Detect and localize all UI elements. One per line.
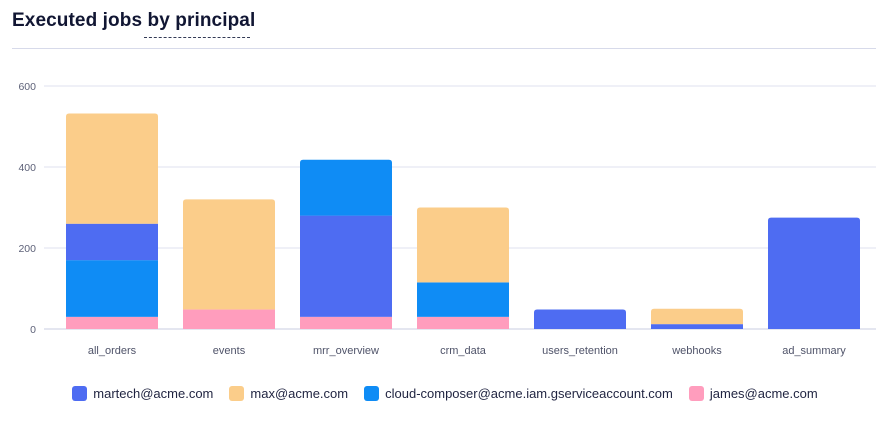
x-tick-label-ad_summary: ad_summary bbox=[782, 345, 846, 357]
x-tick-label-mrr_overview: mrr_overview bbox=[313, 345, 379, 357]
bar-segment-users_retention-martech bbox=[534, 309, 626, 329]
legend-item-martech[interactable]: martech@acme.com bbox=[72, 386, 213, 401]
legend-label-james: james@acme.com bbox=[709, 386, 818, 401]
legend-swatch-martech bbox=[72, 386, 88, 401]
bar-segment-mrr_overview-james bbox=[300, 316, 392, 329]
stacked-bar-chart: 0 200 400 600 all_orders events mrr_overview cr… bbox=[18, 81, 876, 357]
legend-swatch-max bbox=[229, 386, 245, 401]
bar-segment-crm_data-cloud-composer bbox=[417, 282, 509, 317]
title-divider bbox=[12, 48, 876, 49]
legend-label-cloud-composer: cloud-composer@acme.iam.gserviceaccount.… bbox=[385, 386, 673, 401]
y-tick-label-0: 0 bbox=[30, 324, 36, 336]
bar-segment-events-max bbox=[183, 199, 275, 310]
bar-segment-crm_data-james bbox=[417, 316, 509, 329]
y-tick-label-200: 200 bbox=[18, 243, 36, 255]
bar-segment-all_orders-max bbox=[66, 113, 158, 224]
bar-segment-events-james bbox=[183, 309, 275, 329]
legend-item-cloud-composer[interactable]: cloud-composer@acme.iam.gserviceaccount.… bbox=[364, 386, 673, 401]
x-tick-label-events: events bbox=[213, 345, 246, 357]
legend-label-max: max@acme.com bbox=[250, 386, 349, 401]
chart-title: Executed jobs by principal bbox=[12, 10, 256, 31]
chart-legend: martech@acme.com max@acme.com cloud-comp… bbox=[0, 386, 890, 401]
x-tick-label-users_retention: users_retention bbox=[542, 345, 618, 357]
legend-swatch-james bbox=[688, 386, 704, 401]
x-tick-label-all_orders: all_orders bbox=[88, 345, 137, 357]
bar-segment-all_orders-cloud-composer bbox=[66, 260, 158, 317]
title-dashed-underline bbox=[144, 37, 250, 38]
bar-segment-ad_summary-martech bbox=[768, 217, 860, 329]
bar-segment-crm_data-max bbox=[417, 207, 509, 283]
legend-label-martech: martech@acme.com bbox=[93, 386, 214, 401]
bar-segment-mrr_overview-martech bbox=[300, 215, 392, 317]
bar-segment-all_orders-james bbox=[66, 316, 158, 329]
legend-swatch-cloud-composer bbox=[364, 386, 380, 401]
x-tick-label-webhooks: webhooks bbox=[671, 345, 722, 357]
legend-item-max[interactable]: max@acme.com bbox=[229, 386, 348, 401]
y-tick-label-600: 600 bbox=[18, 81, 36, 93]
bar-segment-webhooks-martech bbox=[651, 324, 743, 329]
x-tick-label-crm_data: crm_data bbox=[440, 345, 487, 357]
bar-segment-webhooks-max bbox=[651, 308, 743, 325]
bar-segment-mrr_overview-cloud-composer bbox=[300, 159, 392, 216]
bar-segment-all_orders-martech bbox=[66, 223, 158, 261]
legend-item-james[interactable]: james@acme.com bbox=[688, 386, 818, 401]
y-tick-label-400: 400 bbox=[18, 162, 36, 174]
